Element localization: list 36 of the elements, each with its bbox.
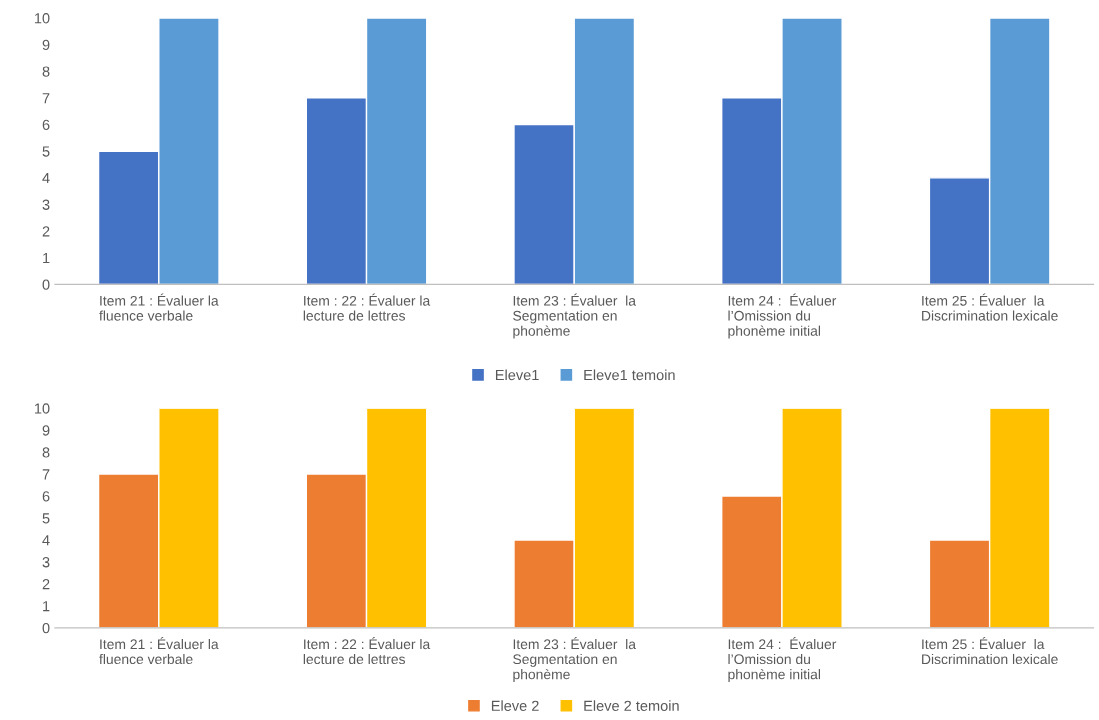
x-tick-label: Item 25 : Évaluer la Discrimination lexicale	[922, 636, 1058, 665]
x-tick-label: Item : 22 : Évaluer la lecture de lettres	[303, 636, 431, 665]
y-tick-label: 3	[42, 557, 50, 568]
y-tick-label: 9	[42, 425, 50, 436]
x-tick-label: Item 21 : Évaluer la fluence verbale	[99, 293, 219, 321]
y-tick-label: 6	[42, 491, 50, 502]
legend-label: Eleve 2	[491, 700, 539, 711]
legend-label: Eleve 2 temoin	[584, 700, 679, 711]
y-tick-label: 1	[43, 601, 50, 612]
y-tick-label: 10	[34, 13, 50, 24]
y-tick-label: 5	[42, 513, 50, 524]
y-tick-label: 3	[42, 199, 50, 210]
x-tick-label: Item 25 : Évaluer la Discrimination lexicale	[922, 293, 1058, 321]
legend-label: Eleve1 temoin	[584, 369, 675, 381]
y-tick-label: 5	[42, 146, 50, 157]
legend-label: Eleve1	[495, 369, 539, 381]
y-tick-label: 7	[42, 469, 50, 480]
y-tick-label: 4	[42, 173, 50, 184]
x-tick-label: Item 23 : Évaluer la Segmentation en phonème	[513, 293, 636, 339]
y-tick-label: 0	[42, 622, 50, 634]
y-tick-label: 6	[42, 119, 50, 130]
y-tick-label: 7	[42, 93, 50, 104]
y-tick-label: 8	[42, 447, 50, 458]
y-tick-label: 2	[42, 226, 50, 237]
x-tick-label: Item 21 : Évaluer la fluence verbale	[99, 636, 219, 665]
y-tick-label: 8	[42, 66, 50, 77]
y-tick-label: 4	[42, 535, 50, 546]
x-tick-label: Item 23 : Évaluer la Segmentation en phonème	[513, 636, 636, 683]
y-tick-label: 10	[34, 403, 50, 414]
y-tick-label: 0	[42, 279, 50, 290]
y-tick-label: 2	[42, 579, 50, 590]
x-tick-label: Item : 22 : Évaluer la lecture de lettres	[303, 293, 431, 321]
y-tick-label: 9	[42, 39, 50, 51]
y-tick-label: 1	[43, 253, 50, 264]
x-tick-label: Item 24 : Évaluer l’Omission du phonème initial	[728, 636, 837, 683]
x-tick-label: Item 24 : Évaluer l’Omission du phonème initial	[728, 293, 837, 339]
